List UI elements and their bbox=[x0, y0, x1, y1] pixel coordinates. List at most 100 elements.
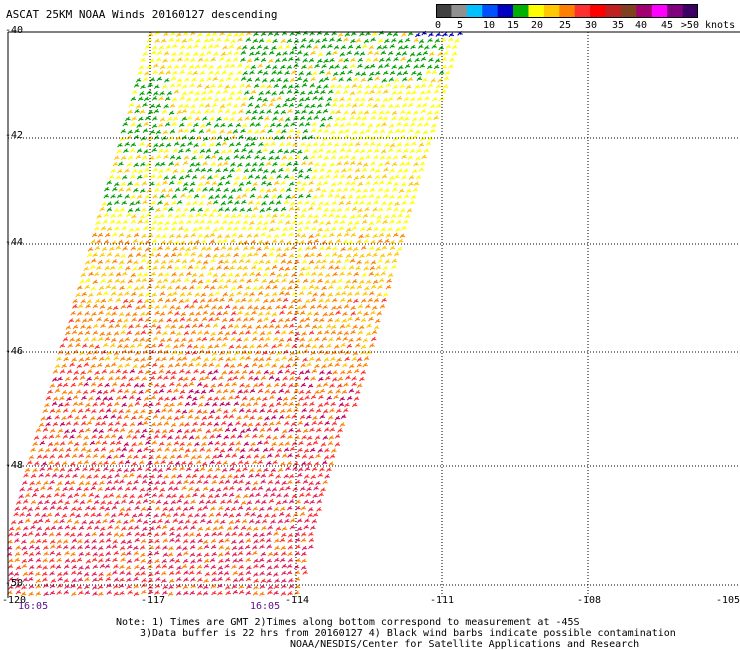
wind-barb bbox=[114, 252, 121, 258]
wind-barb bbox=[282, 226, 288, 232]
wind-barb bbox=[81, 519, 88, 525]
wind-barb bbox=[169, 356, 175, 361]
wind-barb bbox=[61, 513, 68, 519]
wind-barb bbox=[377, 162, 384, 167]
wind-barb bbox=[392, 136, 399, 142]
wind-barb bbox=[70, 382, 77, 388]
wind-barb bbox=[221, 70, 228, 75]
wind-barb bbox=[330, 401, 336, 407]
wind-barb bbox=[208, 292, 214, 298]
wind-barb bbox=[220, 245, 227, 251]
wind-barb bbox=[305, 389, 312, 395]
wind-barb bbox=[263, 142, 270, 147]
wind-barb bbox=[369, 265, 376, 271]
wind-barb bbox=[236, 337, 242, 343]
wind-barb bbox=[255, 226, 261, 231]
wind-barb bbox=[340, 369, 346, 375]
wind-barb bbox=[80, 298, 87, 304]
wind-barb bbox=[204, 103, 211, 108]
wind-barb bbox=[21, 563, 28, 569]
wind-barb bbox=[235, 344, 242, 350]
wind-barb bbox=[405, 188, 412, 194]
wind-barb bbox=[154, 506, 161, 511]
wind-barb bbox=[427, 110, 433, 116]
wind-barb bbox=[372, 233, 378, 239]
wind-barb bbox=[340, 44, 347, 50]
wind-barb bbox=[321, 63, 327, 69]
wind-barb bbox=[287, 591, 293, 596]
wind-barb bbox=[268, 200, 275, 205]
wind-barb bbox=[242, 220, 249, 225]
wind-barb bbox=[369, 71, 375, 77]
wind-barb bbox=[224, 563, 230, 569]
wind-barb bbox=[252, 109, 258, 115]
wind-barb bbox=[188, 213, 194, 219]
wind-barb bbox=[119, 285, 125, 291]
wind-barb bbox=[328, 213, 335, 218]
wind-barb bbox=[327, 43, 333, 49]
wind-barb bbox=[30, 447, 36, 453]
wind-barb bbox=[273, 506, 280, 512]
wind-barb bbox=[226, 129, 233, 135]
wind-barb bbox=[327, 415, 334, 420]
wind-barb bbox=[155, 181, 161, 187]
wind-barb bbox=[333, 394, 339, 400]
wind-barb bbox=[430, 78, 437, 83]
wind-barb bbox=[144, 317, 151, 323]
wind-barb bbox=[164, 323, 171, 329]
wind-barb bbox=[86, 525, 93, 531]
wind-barb bbox=[224, 213, 230, 219]
wind-barb bbox=[217, 330, 224, 336]
wind-barb bbox=[246, 324, 253, 330]
wind-barb bbox=[358, 234, 364, 239]
wind-barb bbox=[301, 181, 308, 187]
wind-barb bbox=[168, 578, 175, 584]
wind-barb bbox=[61, 389, 68, 395]
wind-barb bbox=[91, 571, 98, 577]
wind-barb bbox=[292, 142, 298, 147]
wind-barb bbox=[181, 84, 188, 89]
wind-barb bbox=[357, 63, 363, 69]
wind-barb bbox=[312, 194, 318, 200]
wind-barb bbox=[224, 537, 230, 543]
wind-barb bbox=[140, 558, 147, 564]
wind-barb bbox=[159, 363, 165, 369]
wind-barb bbox=[144, 167, 150, 173]
wind-barb bbox=[204, 303, 210, 309]
wind-barb bbox=[316, 383, 322, 389]
wind-barb bbox=[150, 343, 157, 349]
wind-barb bbox=[106, 207, 113, 212]
wind-barb bbox=[62, 544, 69, 550]
wind-barb bbox=[174, 311, 180, 316]
wind-barb bbox=[273, 427, 280, 432]
wind-barb bbox=[43, 480, 49, 486]
wind-barb bbox=[242, 265, 249, 271]
wind-barb bbox=[319, 370, 325, 375]
wind-barb bbox=[321, 188, 327, 194]
wind-barb bbox=[293, 564, 300, 570]
wind-barb bbox=[206, 271, 213, 277]
wind-barb bbox=[292, 161, 299, 167]
wind-barb bbox=[142, 323, 149, 329]
lon-label-114: -114 bbox=[284, 595, 310, 606]
wind-barb bbox=[169, 304, 176, 310]
wind-barb bbox=[306, 486, 312, 492]
wind-barb bbox=[405, 110, 412, 116]
wind-barb bbox=[335, 259, 342, 265]
wind-barb bbox=[403, 193, 410, 199]
wind-barb bbox=[265, 311, 271, 316]
wind-barb bbox=[354, 97, 360, 103]
wind-barb bbox=[83, 572, 90, 577]
wind-barb bbox=[59, 369, 66, 374]
wind-barb bbox=[315, 453, 321, 459]
wind-barb bbox=[265, 213, 272, 218]
wind-barb bbox=[325, 375, 331, 381]
wind-barb bbox=[339, 147, 346, 153]
wind-barb bbox=[308, 206, 314, 211]
wind-barb bbox=[214, 440, 221, 446]
wind-barb bbox=[252, 408, 258, 414]
wind-barb bbox=[319, 122, 326, 128]
wind-barb bbox=[207, 440, 214, 446]
wind-barb bbox=[206, 95, 213, 101]
